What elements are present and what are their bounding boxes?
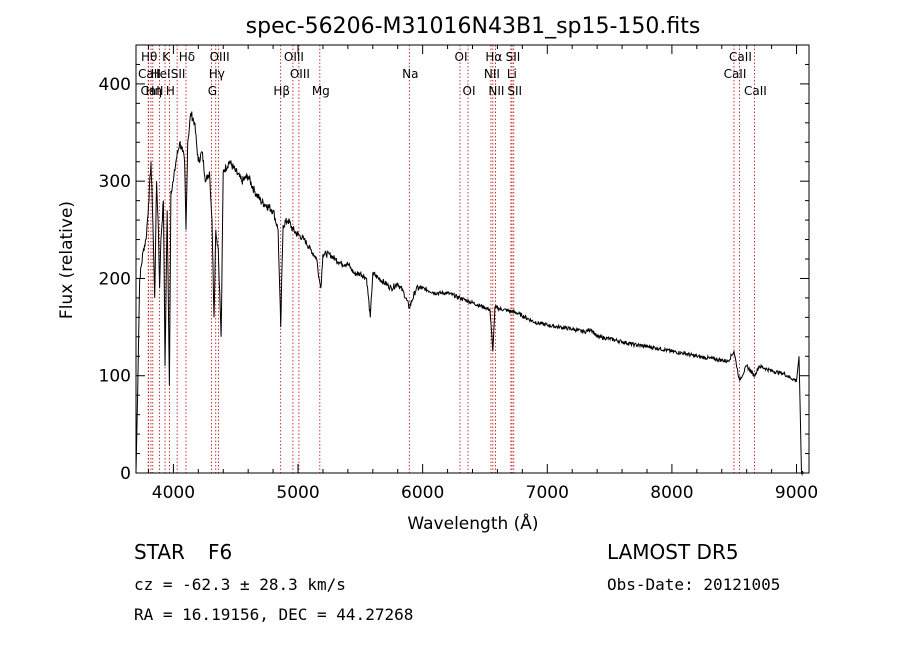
line-label: Hα: [485, 50, 502, 64]
line-label: HeI: [151, 67, 171, 81]
line-label: OI: [455, 50, 468, 64]
y-tick-label: 100: [99, 367, 131, 387]
line-label: SII: [506, 50, 521, 64]
line-label: Li: [507, 67, 517, 81]
line-labels: HθCaIICaIIHηHeIKHSIIHδHγGOIIIHβOIIIOIIIM…: [138, 50, 767, 98]
coordinates: RA = 16.19156, DEC = 44.27268: [134, 605, 413, 624]
object-subclass: F6: [208, 540, 232, 564]
y-tick-label: 200: [99, 269, 131, 289]
y-tick-label: 0: [120, 464, 131, 484]
x-tick-label: 8000: [650, 483, 693, 503]
y-tick-label: 400: [99, 75, 131, 95]
line-markers: [147, 45, 755, 473]
survey-name: LAMOST DR5: [607, 540, 739, 564]
line-label: Na: [402, 67, 418, 81]
line-label: OIII: [290, 67, 310, 81]
line-label: Hγ: [209, 67, 225, 81]
line-label: Hη: [146, 84, 163, 98]
y-axis: 0 100 200 300 400: [99, 44, 809, 484]
line-label: Hθ: [141, 50, 157, 64]
line-label: CaII: [138, 67, 161, 81]
line-label: SII: [507, 84, 522, 98]
line-label: NII: [488, 84, 504, 98]
line-label: OIII: [210, 50, 230, 64]
line-label: Mg: [312, 84, 330, 98]
line-label: CaII: [744, 84, 767, 98]
line-label: OIII: [284, 50, 304, 64]
x-tick-label: 4000: [152, 483, 195, 503]
x-tick-label: 6000: [401, 483, 444, 503]
x-tick-label: 7000: [526, 483, 569, 503]
line-label: Hβ: [273, 84, 290, 98]
redshift-text: cz = -62.3 ± 28.3 km/s: [134, 575, 346, 594]
line-label: SII: [171, 67, 186, 81]
line-label: H: [166, 84, 175, 98]
x-tick-label: 9000: [775, 483, 818, 503]
line-label: G: [208, 84, 217, 98]
line-label: NII: [484, 67, 500, 81]
line-label: CaII: [724, 67, 747, 81]
line-label: K: [162, 50, 171, 64]
chart-title: spec-56206-M31016N43B1_sp15-150.fits: [246, 14, 701, 39]
plot-frame: [135, 44, 810, 474]
y-tick-label: 300: [99, 172, 131, 192]
line-label: Hδ: [179, 50, 195, 64]
x-axis-label: Wavelength (Å): [407, 512, 538, 534]
line-label: CaII: [141, 84, 164, 98]
line-label: OI: [463, 84, 476, 98]
obs-date: Obs-Date: 20121005: [607, 575, 780, 594]
spectrum-line: [135, 111, 805, 477]
line-label: CaII: [729, 50, 752, 64]
y-axis-label: Flux (relative): [57, 201, 77, 319]
x-axis: 4000 5000 6000 7000 8000 9000: [147, 45, 818, 503]
x-tick-label: 5000: [276, 483, 319, 503]
object-class: STAR: [134, 540, 185, 564]
